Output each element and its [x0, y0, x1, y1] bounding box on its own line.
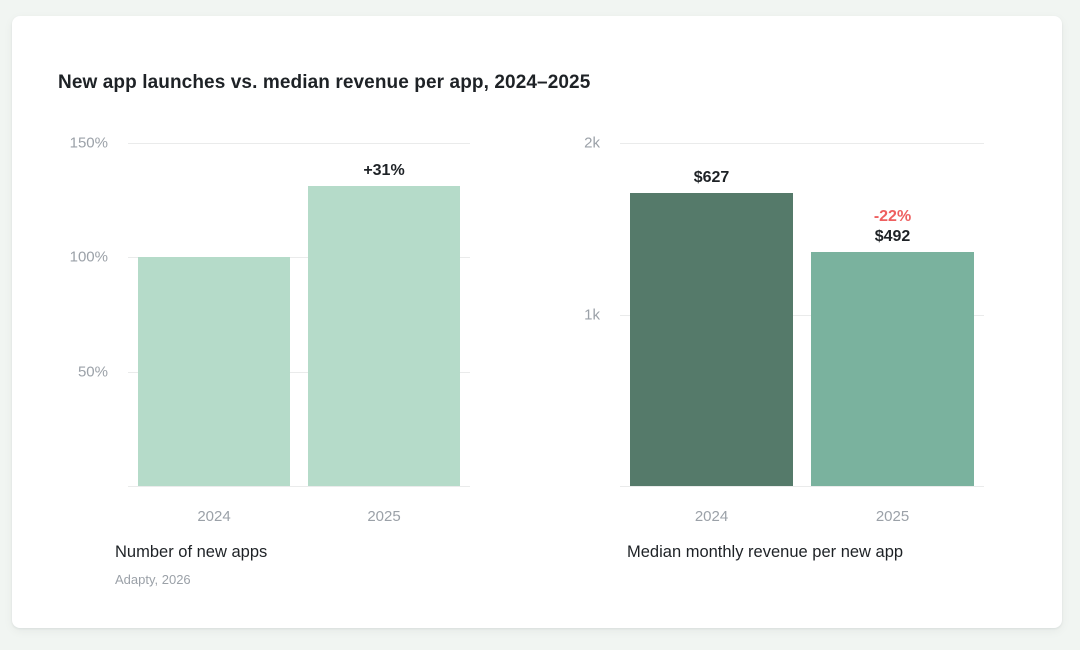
- bar-value-label: +31%: [308, 161, 460, 181]
- x-axis-category-label: 2024: [197, 508, 231, 525]
- bar-value-label: $627: [630, 168, 793, 188]
- annotation-line: +31%: [363, 162, 405, 180]
- y-axis-tick-label: 2k: [584, 134, 600, 152]
- bar-2024: [630, 192, 793, 486]
- gridline: [128, 257, 470, 259]
- bar-value-label: -22% $492: [811, 207, 974, 247]
- baseline-gridline: [620, 486, 984, 487]
- bar-2025: [308, 186, 460, 486]
- y-axis-tick-label: 1k: [584, 306, 600, 323]
- gridline: [620, 143, 984, 144]
- y-axis-tick-label: 150%: [69, 134, 108, 152]
- chart-caption-new-apps: Number of new apps: [115, 543, 268, 561]
- chart-title: New app launches vs. median revenue per …: [58, 72, 591, 93]
- source-note: Adapty, 2026: [115, 572, 191, 587]
- y-axis-tick-label: 50%: [77, 363, 108, 381]
- annotation-line: -22%: [873, 207, 912, 225]
- x-axis-category-label: 2025: [367, 508, 401, 525]
- bar-2024: [138, 257, 290, 486]
- x-axis-category-label: 2025: [875, 508, 910, 525]
- annotation-line: $492: [874, 227, 911, 245]
- chart-caption-revenue: Median monthly revenue per new app: [627, 543, 904, 561]
- y-axis-tick-label: 100%: [69, 248, 108, 266]
- x-axis-category-label: 2024: [694, 508, 729, 525]
- gridline: [128, 143, 470, 144]
- bar-2025: [811, 251, 974, 486]
- gridline: [128, 371, 470, 373]
- annotation-line: $627: [693, 168, 730, 186]
- chart-card: New app launches vs. median revenue per …: [12, 16, 1062, 628]
- bar-chart-new-apps: 150% 100% 50% 2024 +31% 2025: [70, 135, 470, 525]
- bar-chart-revenue: 2k 1k $627 2024 -22% $492 2025: [584, 135, 984, 525]
- gridline: [620, 314, 984, 316]
- baseline-gridline: [128, 486, 470, 487]
